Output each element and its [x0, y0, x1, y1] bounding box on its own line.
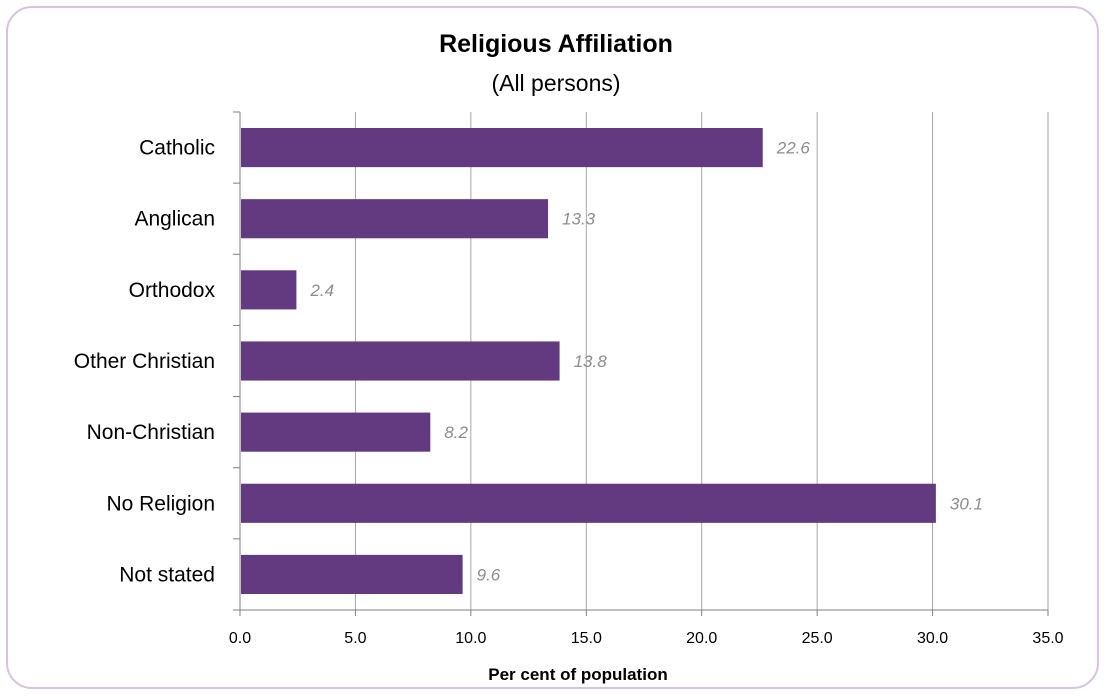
bar-non-christian: [241, 412, 431, 452]
category-label: Not stated: [119, 563, 215, 586]
bar-not-stated: [241, 554, 463, 594]
axes: [233, 111, 1049, 616]
data-label: 9.6: [477, 565, 501, 584]
chart-subtitle: (All persons): [491, 70, 621, 96]
x-tick-label: 30.0: [917, 630, 948, 647]
x-tick-label: 15.0: [571, 630, 602, 647]
bar-catholic: [241, 128, 763, 168]
category-label: Non-Christian: [87, 421, 215, 444]
category-label: Anglican: [134, 208, 215, 231]
x-tick-label: 25.0: [802, 630, 833, 647]
chart-title: Religious Affiliation: [439, 30, 673, 58]
bar-anglican: [241, 199, 549, 239]
data-label: 8.2: [444, 423, 468, 442]
x-tick-label: 0.0: [229, 630, 251, 647]
x-tick-label: 20.0: [686, 630, 717, 647]
data-label: 22.6: [776, 139, 811, 158]
x-axis-title: Per cent of population: [488, 665, 667, 684]
bars: [241, 128, 936, 594]
data-label: 2.4: [309, 281, 334, 300]
category-label: No Religion: [106, 492, 215, 515]
category-label: Catholic: [139, 137, 215, 160]
labels: 0.0 5.0 10.0 15.0 20.0 25.0 30.0 35.0 Catholic 22…: [74, 137, 1064, 647]
data-label: 13.3: [562, 210, 596, 229]
bar-orthodox: [241, 270, 297, 310]
x-tick-label: 10.0: [455, 630, 486, 647]
category-label: Other Christian: [74, 350, 215, 373]
data-label: 30.1: [950, 494, 983, 513]
gridlines: [354, 112, 1049, 610]
bar-no-religion: [241, 483, 936, 523]
bar-other-christian: [241, 341, 560, 381]
x-tick-label: 5.0: [344, 630, 366, 647]
x-tick-label: 35.0: [1032, 630, 1063, 647]
data-label: 13.8: [574, 352, 608, 371]
category-label: Orthodox: [129, 279, 216, 302]
